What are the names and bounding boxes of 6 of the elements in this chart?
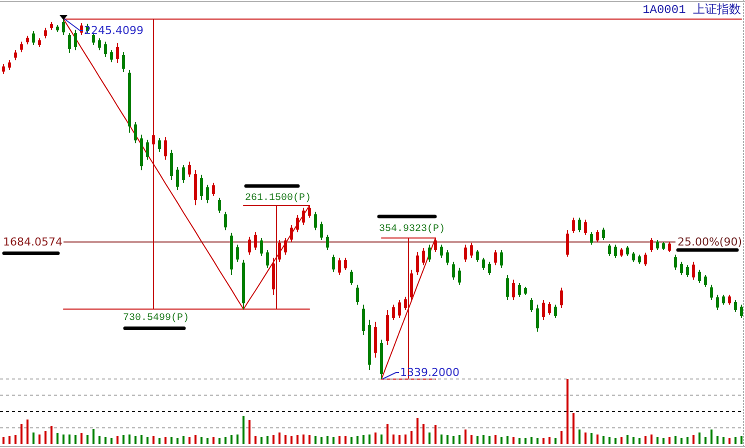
annotation: 730.5499(P) bbox=[123, 312, 190, 324]
ref-line-label: 1684.0574 bbox=[3, 236, 62, 248]
annotation: 25.00%(90) bbox=[677, 236, 742, 248]
annotation: 354.9323(P) bbox=[379, 223, 446, 235]
annotation: 261.1500(P) bbox=[245, 192, 312, 204]
chart-title: 1A0001 上证指数 bbox=[642, 3, 741, 17]
